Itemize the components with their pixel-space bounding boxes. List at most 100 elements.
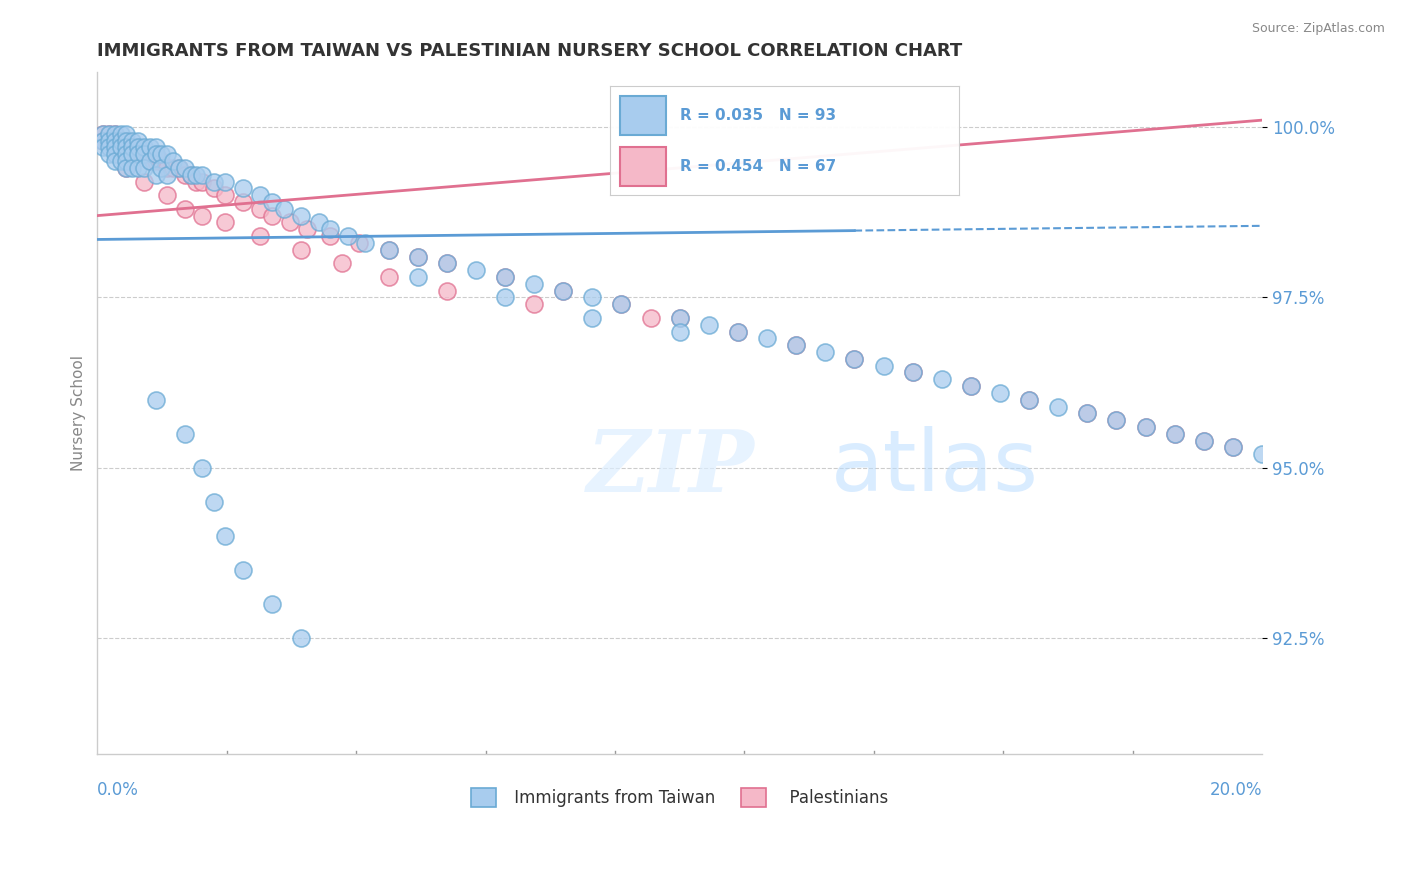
Point bbox=[1222, 441, 1244, 455]
Point bbox=[139, 154, 162, 169]
Point bbox=[377, 243, 399, 257]
Point bbox=[132, 161, 155, 175]
Point bbox=[145, 154, 167, 169]
Point bbox=[145, 147, 167, 161]
Point bbox=[814, 345, 837, 359]
Point bbox=[167, 161, 190, 175]
Point bbox=[377, 269, 399, 284]
Text: ZIP: ZIP bbox=[586, 426, 755, 509]
Point bbox=[98, 127, 121, 141]
Point bbox=[406, 269, 429, 284]
Point bbox=[132, 174, 155, 188]
Y-axis label: Nursery School: Nursery School bbox=[72, 355, 86, 471]
Point bbox=[191, 209, 214, 223]
Point bbox=[1047, 400, 1070, 414]
Point bbox=[115, 127, 138, 141]
Text: IMMIGRANTS FROM TAIWAN VS PALESTINIAN NURSERY SCHOOL CORRELATION CHART: IMMIGRANTS FROM TAIWAN VS PALESTINIAN NU… bbox=[97, 42, 963, 60]
Point bbox=[186, 174, 208, 188]
Point bbox=[844, 351, 866, 366]
Point bbox=[127, 147, 149, 161]
Point bbox=[104, 134, 127, 148]
Point bbox=[436, 284, 458, 298]
Point bbox=[1105, 413, 1128, 427]
Point bbox=[668, 310, 690, 325]
Point bbox=[98, 140, 121, 154]
Point bbox=[494, 269, 516, 284]
Point bbox=[260, 597, 283, 611]
Point bbox=[214, 188, 236, 202]
Point bbox=[494, 290, 516, 304]
Point bbox=[121, 147, 143, 161]
Point bbox=[610, 297, 633, 311]
Point bbox=[232, 181, 254, 195]
Point bbox=[145, 140, 167, 154]
Point bbox=[872, 359, 894, 373]
Point bbox=[1163, 426, 1185, 441]
Point bbox=[156, 188, 179, 202]
Point bbox=[91, 127, 114, 141]
Point bbox=[127, 147, 149, 161]
Point bbox=[139, 154, 162, 169]
Point bbox=[260, 194, 283, 209]
Point bbox=[377, 243, 399, 257]
Point bbox=[581, 310, 603, 325]
Point bbox=[785, 338, 807, 352]
Point bbox=[173, 426, 195, 441]
Point bbox=[214, 529, 236, 543]
Point bbox=[960, 379, 983, 393]
Point bbox=[319, 229, 342, 244]
Point bbox=[1192, 434, 1215, 448]
Point bbox=[610, 297, 633, 311]
Point bbox=[249, 229, 271, 244]
Point bbox=[145, 147, 167, 161]
Point bbox=[336, 229, 359, 244]
Point bbox=[202, 174, 225, 188]
Point bbox=[1135, 420, 1157, 434]
Point bbox=[156, 161, 179, 175]
Point bbox=[98, 134, 121, 148]
Point bbox=[98, 134, 121, 148]
Point bbox=[1222, 441, 1244, 455]
Point bbox=[115, 134, 138, 148]
Point bbox=[110, 134, 132, 148]
Point bbox=[349, 235, 371, 250]
Point bbox=[110, 154, 132, 169]
Point bbox=[110, 140, 132, 154]
Point bbox=[98, 147, 121, 161]
Point bbox=[127, 134, 149, 148]
Point bbox=[115, 147, 138, 161]
Point bbox=[150, 161, 173, 175]
Point bbox=[127, 161, 149, 175]
Point bbox=[115, 134, 138, 148]
Point bbox=[295, 222, 318, 236]
Point bbox=[901, 366, 924, 380]
Point bbox=[191, 168, 214, 182]
Point bbox=[156, 147, 179, 161]
Legend:  Immigrants from Taiwan,   Palestinians: Immigrants from Taiwan, Palestinians bbox=[464, 781, 896, 814]
Point bbox=[162, 161, 184, 175]
Point bbox=[104, 147, 127, 161]
Point bbox=[278, 215, 301, 229]
Point bbox=[756, 331, 779, 345]
Point bbox=[232, 194, 254, 209]
Point bbox=[191, 461, 214, 475]
Point bbox=[91, 134, 114, 148]
Point bbox=[960, 379, 983, 393]
Point bbox=[173, 168, 195, 182]
Point bbox=[214, 174, 236, 188]
Point bbox=[1076, 406, 1098, 420]
Point bbox=[121, 147, 143, 161]
Point bbox=[988, 385, 1011, 400]
Point bbox=[121, 161, 143, 175]
Point bbox=[104, 140, 127, 154]
Point bbox=[406, 250, 429, 264]
Point bbox=[91, 140, 114, 154]
Point bbox=[110, 127, 132, 141]
Point bbox=[290, 243, 312, 257]
Point bbox=[156, 168, 179, 182]
Point bbox=[132, 140, 155, 154]
Point bbox=[186, 168, 208, 182]
Point bbox=[121, 134, 143, 148]
Point bbox=[115, 161, 138, 175]
Point bbox=[785, 338, 807, 352]
